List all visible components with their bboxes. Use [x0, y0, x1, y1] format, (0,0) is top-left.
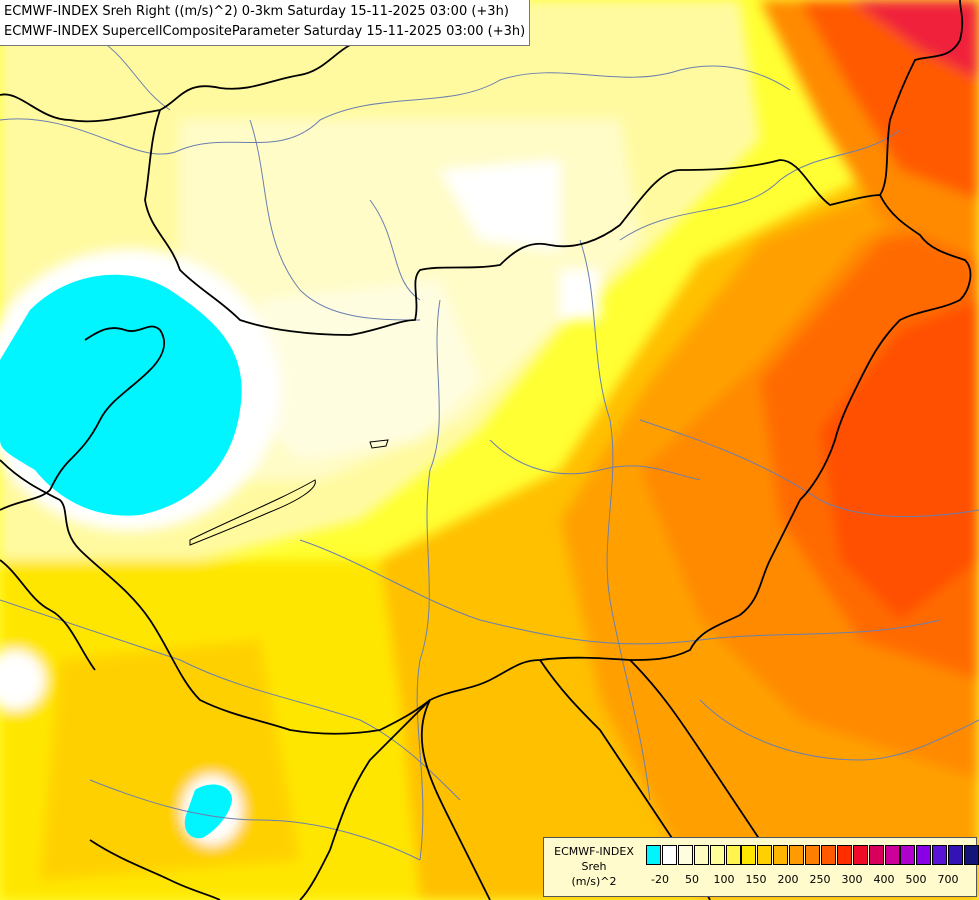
legend-swatch — [757, 845, 773, 865]
legend-swatch — [820, 845, 836, 865]
legend-swatch — [741, 845, 757, 865]
legend-swatch — [773, 845, 789, 865]
legend-tick-label: 500 — [905, 873, 927, 886]
legend-tick-label: -20 — [651, 873, 669, 886]
legend-swatch — [646, 845, 661, 865]
legend-tick-label: 100 — [713, 873, 735, 886]
legend-tick-label: 300 — [841, 873, 863, 886]
legend-swatch — [709, 845, 725, 865]
legend-tick-label: 50 — [685, 873, 699, 886]
legend-swatch — [661, 845, 677, 865]
legend-swatch — [677, 845, 693, 865]
header-line-sreh: ECMWF-INDEX Sreh Right ((m/s)^2) 0-3km S… — [4, 4, 509, 19]
legend-tick-label: 700 — [937, 873, 959, 886]
color-legend: ECMWF-INDEX Sreh (m/s)^2 -20 50 100 150 200 2… — [543, 837, 979, 897]
legend-swatch — [964, 845, 979, 865]
legend-swatch — [868, 845, 884, 865]
legend-swatch — [932, 845, 948, 865]
legend-swatch — [725, 845, 741, 865]
legend-swatch — [900, 845, 916, 865]
header-line-scp: ECMWF-INDEX SupercellCompositeParameter … — [4, 24, 526, 39]
legend-unit: (m/s)^2 — [571, 875, 617, 888]
legend-label: ECMWF-INDEX Sreh (m/s)^2 — [544, 844, 644, 889]
legend-swatch — [852, 845, 868, 865]
map-header: ECMWF-INDEX Sreh Right ((m/s)^2) 0-3km S… — [0, 0, 531, 46]
legend-title: ECMWF-INDEX — [554, 845, 634, 858]
legend-swatch — [884, 845, 900, 865]
legend-tick-label: 250 — [809, 873, 831, 886]
legend-swatch — [789, 845, 805, 865]
legend-swatch — [693, 845, 709, 865]
legend-parameter: Sreh — [581, 860, 607, 873]
legend-swatch — [805, 845, 820, 865]
legend-tick-label: 150 — [745, 873, 767, 886]
legend-swatch — [836, 845, 852, 865]
legend-tick-label: 400 — [873, 873, 895, 886]
legend-swatch — [916, 845, 932, 865]
legend-tick-label: 200 — [777, 873, 799, 886]
legend-swatch — [948, 845, 964, 865]
